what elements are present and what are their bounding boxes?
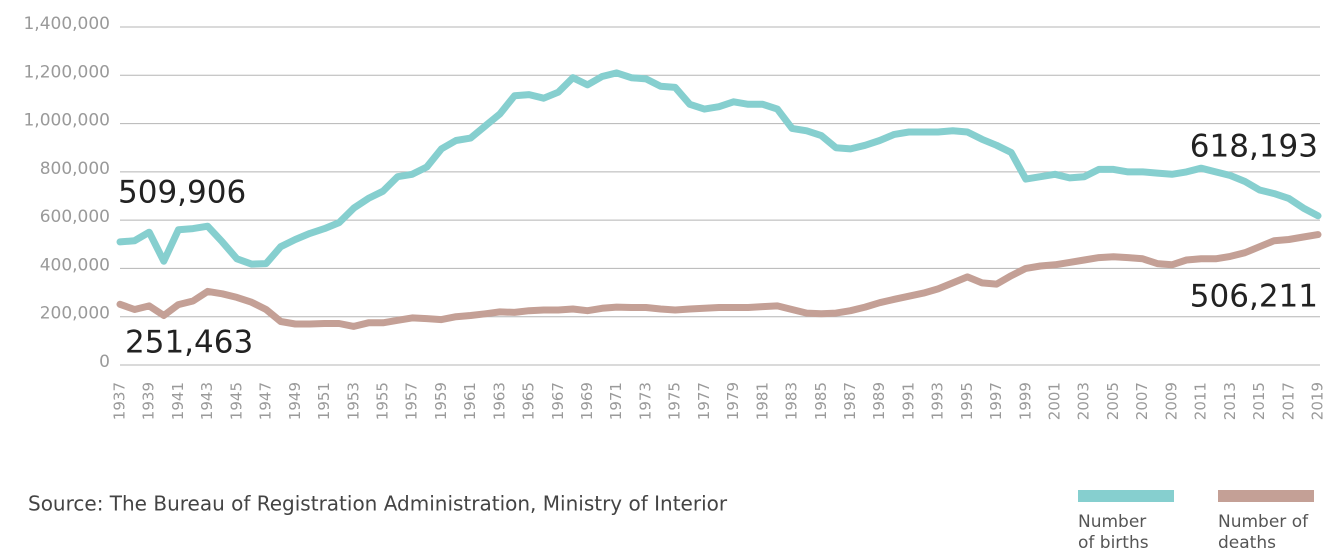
y-tick-label: 1,400,000 <box>23 14 110 34</box>
x-tick-label: 1953 <box>344 382 362 420</box>
x-tick-label: 2019 <box>1309 382 1327 420</box>
x-tick-label: 1981 <box>753 382 771 420</box>
x-tick-label: 1957 <box>403 382 421 420</box>
y-tick-label: 800,000 <box>40 159 110 179</box>
x-tick-label: 1979 <box>724 382 742 420</box>
x-tick-label: 1951 <box>315 382 333 420</box>
x-tick-label: 2017 <box>1279 382 1297 420</box>
y-tick-label: 600,000 <box>40 207 110 227</box>
x-tick-label: 2005 <box>1104 382 1122 420</box>
annotation: 506,211 <box>1190 279 1318 315</box>
x-tick-label: 2013 <box>1221 382 1239 420</box>
x-tick-label: 1975 <box>666 382 684 420</box>
x-tick-label: 1983 <box>783 382 801 420</box>
y-tick-label: 1,000,000 <box>23 111 110 131</box>
x-tick-label: 1969 <box>578 382 596 420</box>
x-tick-label: 1987 <box>841 382 859 420</box>
x-tick-label: 1961 <box>461 382 479 420</box>
source: Source: The Bureau of Registration Admin… <box>28 492 728 516</box>
x-tick-label: 1959 <box>432 382 450 420</box>
x-tick-label: 1985 <box>812 382 830 420</box>
x-tick-label: 2001 <box>1046 382 1064 420</box>
annotation: 509,906 <box>118 175 246 211</box>
x-tick-label: 2003 <box>1075 382 1093 420</box>
legend-label: Number of deaths <box>1218 512 1309 553</box>
x-tick-label: 1947 <box>257 382 275 420</box>
x-tick-label: 1941 <box>169 382 187 420</box>
x-tick-label: 2015 <box>1250 382 1268 420</box>
x-tick-label: 1955 <box>373 382 391 420</box>
x-tick-label: 1965 <box>520 382 538 420</box>
legend-swatch <box>1218 490 1314 502</box>
annotation: 618,193 <box>1190 129 1318 165</box>
x-tick-label: 1971 <box>607 382 625 420</box>
series-line <box>116 69 1322 268</box>
legend-item: Number of births <box>1078 490 1178 554</box>
y-tick-label: 200,000 <box>40 304 110 324</box>
x-tick-label: 1991 <box>899 382 917 420</box>
x-tick-label: 1989 <box>870 382 888 420</box>
legend-swatch <box>1078 490 1174 502</box>
x-tick-label: 1977 <box>695 382 713 420</box>
x-tick-label: 1939 <box>140 382 158 420</box>
x-tick-label: 1997 <box>987 382 1005 420</box>
x-tick-label: 1963 <box>490 382 508 420</box>
y-tick-label: 1,200,000 <box>23 62 110 82</box>
annotation: 251,463 <box>125 325 253 361</box>
x-tick-label: 1943 <box>198 382 216 420</box>
x-tick-label: 1995 <box>958 382 976 420</box>
x-tick-label: 1993 <box>929 382 947 420</box>
x-tick-label: 1949 <box>286 382 304 420</box>
x-tick-label: 2011 <box>1192 382 1210 420</box>
x-tick-label: 1937 <box>111 382 129 420</box>
legend-item: Number of deaths <box>1218 490 1318 554</box>
y-tick-label: 0 <box>99 352 110 372</box>
x-tick-label: 1945 <box>227 382 245 420</box>
y-tick-label: 400,000 <box>40 255 110 275</box>
x-tick-label: 1967 <box>549 382 567 420</box>
x-tick-label: 1999 <box>1016 382 1034 420</box>
legend-label: Number of births <box>1078 512 1149 553</box>
series-line <box>116 231 1322 330</box>
x-tick-label: 2007 <box>1133 382 1151 420</box>
x-tick-label: 2009 <box>1162 382 1180 420</box>
x-tick-label: 1973 <box>636 382 654 420</box>
